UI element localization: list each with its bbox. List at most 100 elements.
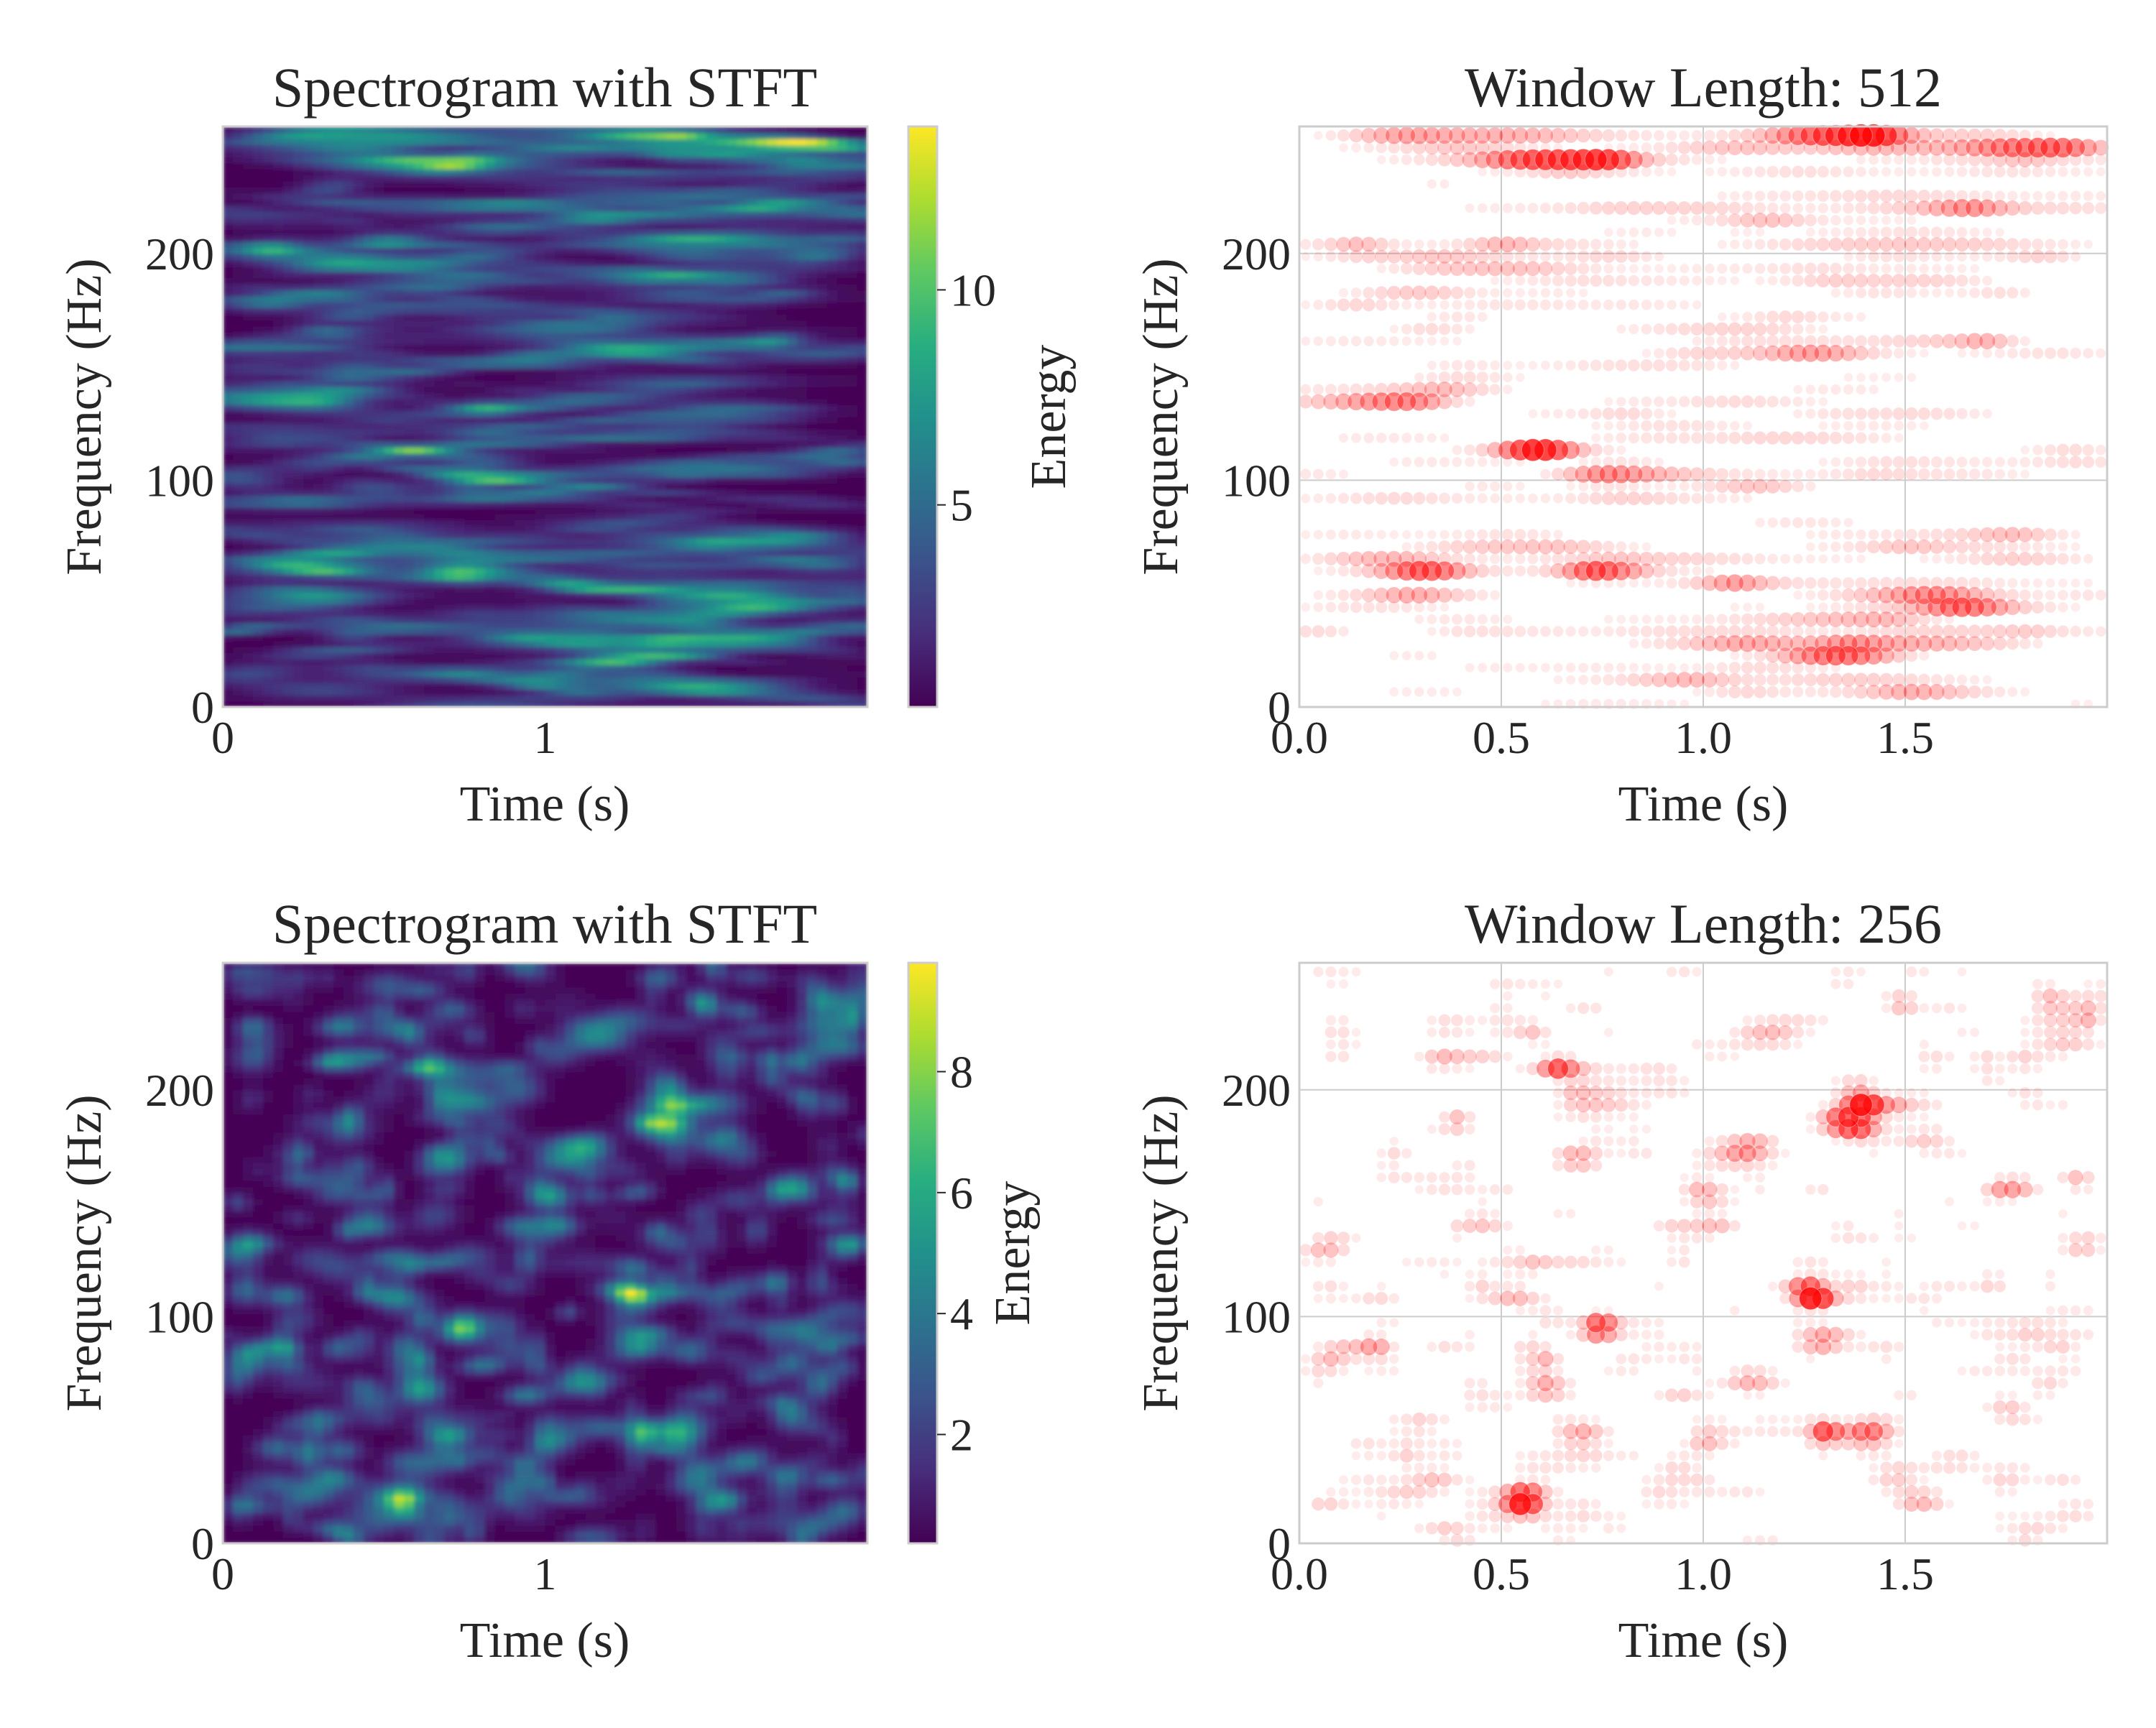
- heatmap-cell: [233, 380, 244, 387]
- heatmap-cell: [837, 477, 848, 484]
- heatmap-cell: [696, 580, 707, 587]
- heatmap-cell: [444, 610, 456, 617]
- heatmap-cell: [625, 247, 637, 254]
- heatmap-cell: [786, 604, 798, 611]
- heatmap-cell: [686, 537, 697, 545]
- heatmap-cell: [665, 417, 677, 424]
- heatmap-cell: [595, 325, 607, 333]
- heatmap-cell: [535, 356, 546, 364]
- heatmap-cell: [384, 688, 395, 696]
- heatmap-cell: [233, 356, 244, 364]
- heatmap-cell: [293, 616, 304, 623]
- heatmap-cell: [263, 338, 274, 345]
- heatmap-cell: [575, 525, 586, 532]
- heatmap-cell: [746, 386, 757, 394]
- heatmap-cell: [464, 580, 476, 587]
- heatmap-cell: [525, 670, 536, 678]
- heatmap-cell: [414, 405, 425, 412]
- heatmap-cell: [615, 646, 627, 654]
- heatmap-cell: [565, 580, 576, 587]
- heatmap-cell: [645, 325, 657, 333]
- heatmap-cell: [283, 628, 294, 635]
- heatmap-cell: [233, 658, 244, 665]
- heatmap-cell: [535, 344, 546, 351]
- heatmap-cell: [645, 562, 657, 569]
- heatmap-cell: [665, 308, 677, 315]
- heatmap-cell: [344, 695, 355, 702]
- heatmap-cell: [776, 265, 788, 272]
- heatmap-cell: [303, 592, 314, 599]
- heatmap-cell: [394, 428, 405, 436]
- heatmap-cell: [645, 332, 657, 339]
- heatmap-cell: [333, 368, 344, 375]
- heatmap-cell: [424, 350, 436, 357]
- heatmap-cell: [414, 313, 425, 321]
- heatmap-cell: [364, 658, 375, 665]
- heatmap-cell: [283, 646, 294, 654]
- heatmap-cell: [686, 550, 697, 557]
- heatmap-cell: [645, 392, 657, 399]
- heatmap-cell: [565, 501, 576, 509]
- heatmap-cell: [434, 259, 446, 267]
- heatmap-cell: [605, 495, 617, 502]
- heatmap-cell: [555, 332, 566, 339]
- heatmap-cell: [474, 531, 486, 539]
- heatmap-cell: [263, 483, 274, 490]
- heatmap-cell: [545, 386, 556, 394]
- heatmap-cell: [424, 477, 436, 484]
- heatmap-cell: [625, 435, 637, 442]
- heatmap-cell: [354, 447, 365, 454]
- heatmap-cell: [243, 422, 254, 430]
- heatmap-cell: [655, 658, 667, 665]
- heatmap-cell: [344, 417, 355, 424]
- heatmap-cell: [595, 350, 607, 357]
- heatmap-cell: [826, 683, 838, 690]
- heatmap-cell: [565, 465, 576, 472]
- heatmap-cell: [283, 440, 294, 448]
- heatmap-cell: [545, 356, 556, 364]
- heatmap-cell: [364, 320, 375, 327]
- heatmap-cell: [333, 283, 344, 291]
- heatmap-cell: [635, 592, 647, 599]
- heatmap-cell: [414, 525, 425, 532]
- heatmap-cell: [605, 440, 617, 448]
- heatmap-cell: [545, 495, 556, 502]
- heatmap-cell: [575, 531, 586, 539]
- heatmap-cell: [565, 471, 576, 478]
- heatmap-cell: [424, 302, 436, 309]
- heatmap-cell: [494, 253, 506, 260]
- heatmap-cell: [645, 501, 657, 509]
- heatmap-cell: [816, 507, 828, 514]
- heatmap-cell: [665, 489, 677, 496]
- heatmap-cell: [464, 247, 476, 254]
- heatmap-cell: [283, 235, 294, 242]
- heatmap-cell: [484, 628, 496, 635]
- heatmap-cell: [303, 241, 314, 249]
- heatmap-cell: [263, 531, 274, 539]
- heatmap-cell: [726, 580, 737, 587]
- heatmap-cell: [223, 616, 234, 623]
- heatmap-cell: [333, 598, 344, 605]
- heatmap-cell: [545, 519, 556, 527]
- heatmap-cell: [424, 604, 436, 611]
- heatmap-cell: [555, 555, 566, 563]
- heatmap-cell: [716, 253, 727, 260]
- heatmap-cell: [323, 568, 334, 575]
- heatmap-cell: [756, 392, 768, 399]
- heatmap-cell: [625, 586, 637, 593]
- heatmap-cell: [635, 308, 647, 315]
- heatmap-cell: [625, 447, 637, 454]
- heatmap-cell: [706, 670, 717, 678]
- heatmap-cell: [655, 253, 667, 260]
- heatmap-cell: [746, 495, 757, 502]
- heatmap-cell: [494, 562, 506, 569]
- heatmap-cell: [404, 332, 415, 339]
- heatmap-cell: [585, 325, 596, 333]
- heatmap-cell: [344, 428, 355, 436]
- heatmap-cell: [736, 368, 747, 375]
- heatmap-cell: [535, 580, 546, 587]
- heatmap-cell: [525, 422, 536, 430]
- heatmap-cell: [323, 380, 334, 387]
- heatmap-cell: [806, 440, 818, 448]
- heatmap-cell: [344, 356, 355, 364]
